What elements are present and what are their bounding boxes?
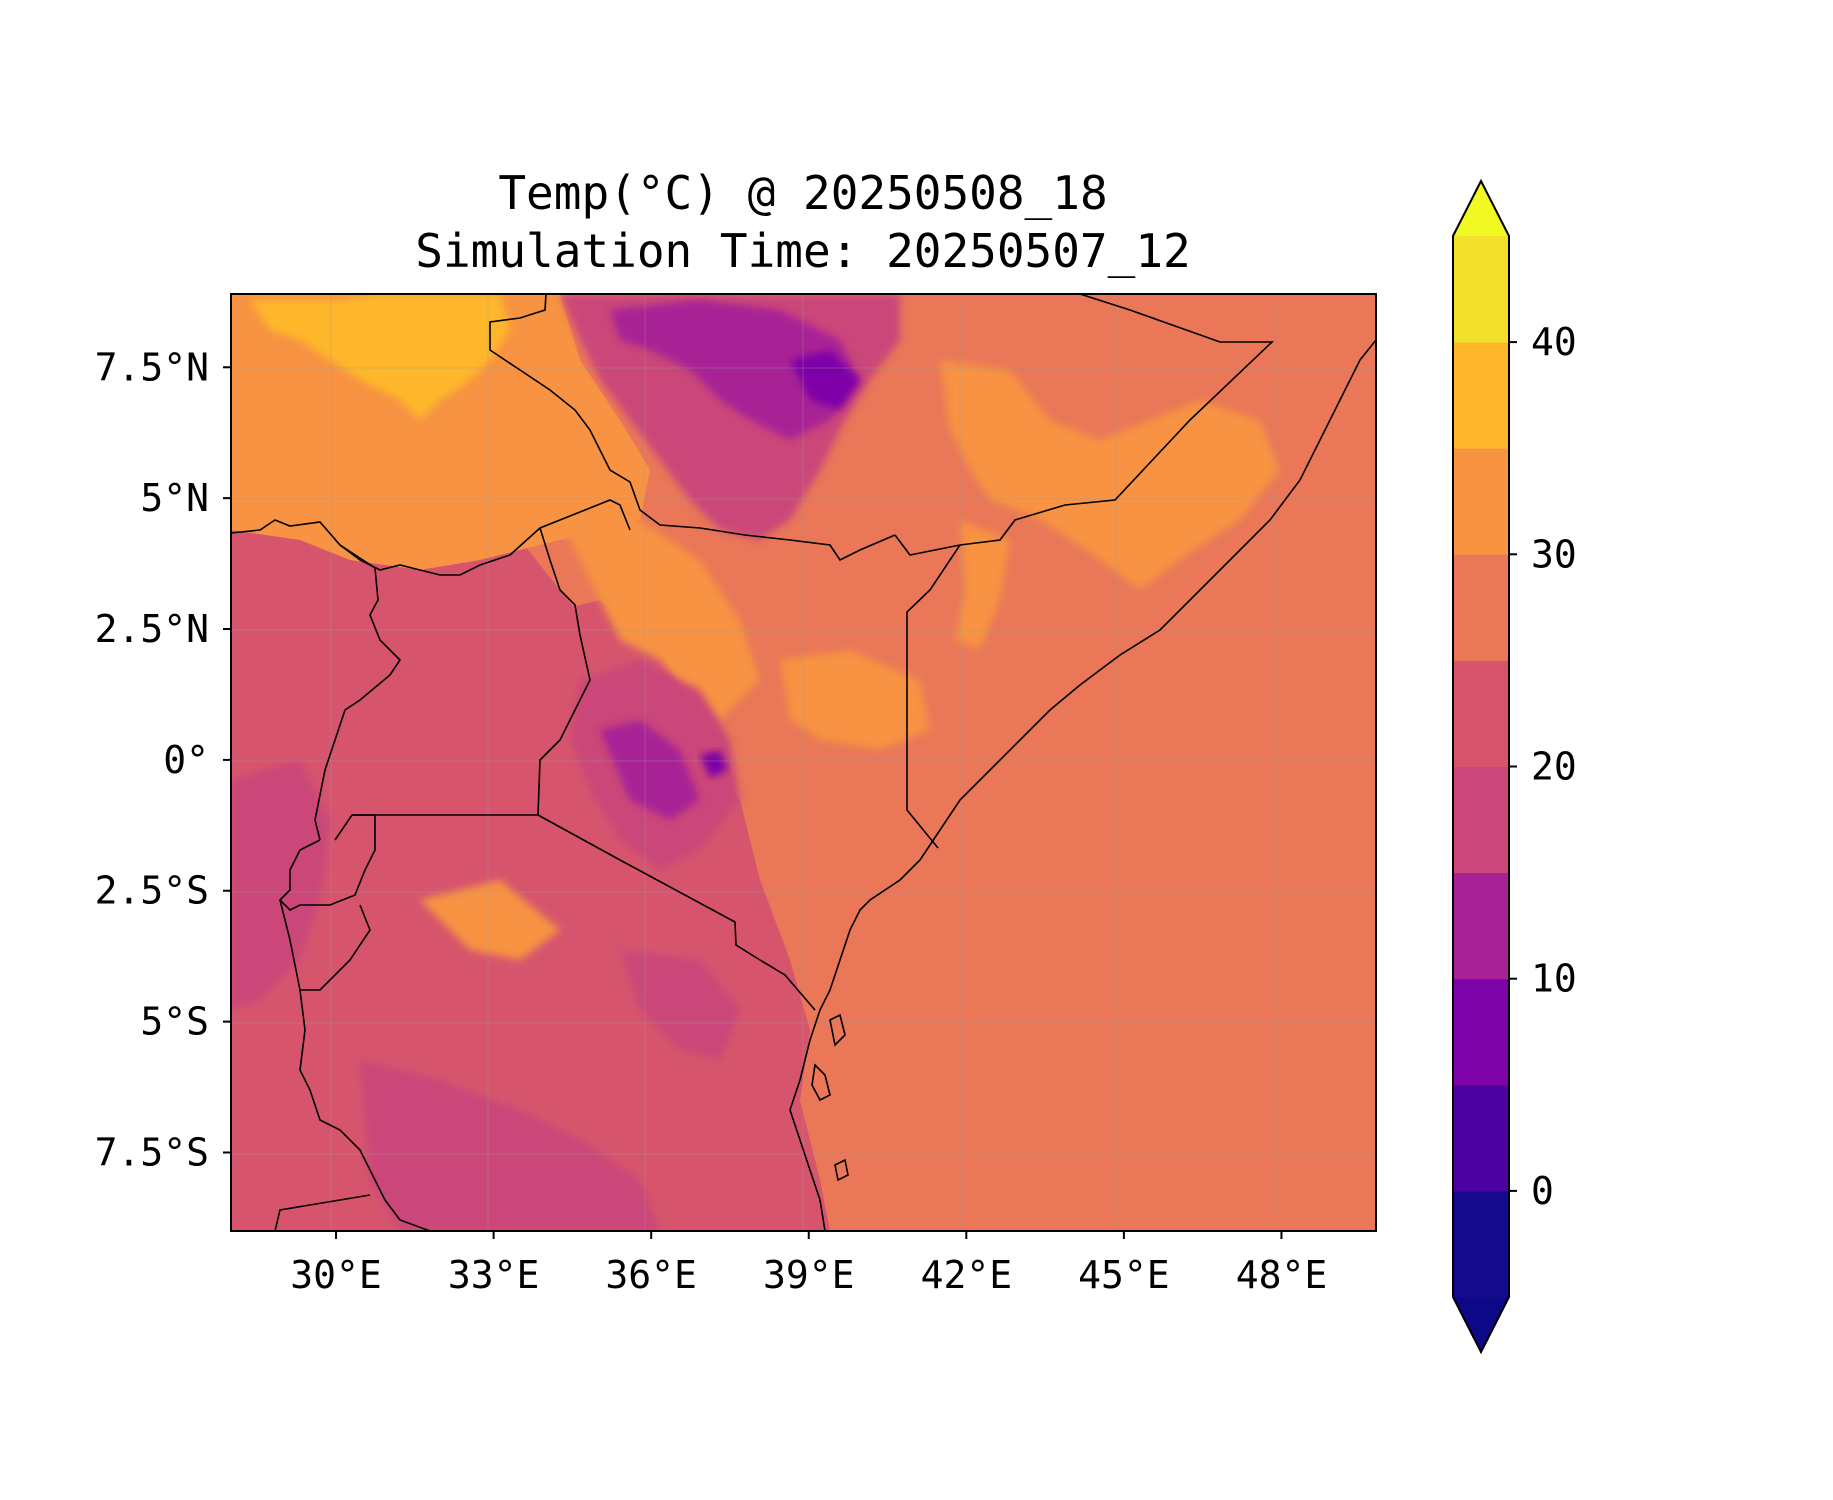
map-title-line2: Simulation Time: 20250507_12 — [415, 224, 1190, 278]
colorbar-segment — [1453, 872, 1509, 980]
map-title-line1: Temp(°C) @ 20250508_18 — [498, 166, 1107, 220]
graticule — [231, 294, 1376, 1231]
temperature-field — [231, 294, 1376, 1231]
y-tick-label: 0° — [163, 738, 209, 782]
x-tick-label: 36°E — [605, 1253, 697, 1297]
kenya-peak — [700, 750, 728, 778]
colorbar-segment — [1453, 1084, 1509, 1192]
colorbar-segment — [1453, 978, 1509, 1086]
warm-somalia-south — [955, 520, 1010, 650]
map-frame — [230, 293, 1377, 1232]
border-burundi-tz — [279, 899, 371, 991]
border-ethiopia-somalia — [894, 294, 1275, 556]
border-south-sudan-north — [489, 294, 896, 562]
warm-somalia — [940, 360, 1280, 590]
x-tick-label: 33°E — [448, 1253, 540, 1297]
x-tick-label: 48°E — [1236, 1253, 1328, 1297]
y-tick-label: 7.5°N — [95, 345, 209, 389]
country-borders — [231, 294, 1376, 1231]
western-rift-cool — [231, 760, 330, 1010]
border-congo-uganda — [314, 544, 402, 841]
colorbar-segment — [1453, 554, 1509, 661]
coastline — [789, 339, 1376, 1231]
kenya-highlands-core — [600, 720, 700, 820]
warm-kenya-east — [780, 650, 930, 750]
colorbar-segment — [1453, 236, 1509, 343]
x-tick-label: 39°E — [763, 1253, 855, 1297]
colorbar-tick-label: 0 — [1531, 1169, 1554, 1213]
border-lake-tanganyika — [299, 989, 431, 1231]
x-axis: 30°E 33°E 36°E 39°E 42°E 45°E 48°E — [290, 1231, 1327, 1297]
colorbar: 0 10 20 30 40 — [1452, 178, 1577, 1355]
border-uganda-kenya — [537, 527, 591, 816]
plateau-region — [231, 520, 830, 1231]
tanzania-cool-patches — [620, 950, 740, 1060]
colorbar-extend-over — [1453, 181, 1509, 236]
southern-highlands-cool — [360, 1060, 660, 1231]
colorbar-tick-label: 20 — [1531, 745, 1577, 789]
border-ss-uganda — [231, 499, 631, 576]
warm-north-kenya — [560, 520, 760, 720]
colorbar-outline — [1452, 178, 1510, 1355]
x-tick-label: 42°E — [921, 1253, 1013, 1297]
colorbar-extend-under — [1453, 1297, 1509, 1352]
y-tick-label: 7.5°S — [95, 1130, 209, 1174]
colorbar-segment — [1453, 660, 1509, 767]
y-tick-label: 2.5°N — [95, 607, 209, 651]
colorbar-tick-label: 10 — [1531, 957, 1577, 1001]
hot-sudan — [250, 294, 510, 420]
ethiopian-highlands-core — [610, 300, 860, 440]
border-zambia — [274, 1194, 371, 1231]
colorbar-segment — [1453, 342, 1509, 449]
colorbar-segment — [1453, 1190, 1509, 1298]
x-tick-label: 30°E — [290, 1253, 382, 1297]
ethiopian-highlands-peak — [790, 350, 860, 410]
border-rwanda-burundi — [278, 814, 376, 911]
colorbar-tick-label: 40 — [1531, 320, 1577, 364]
border-kenya-somalia — [906, 544, 961, 849]
colorbar-tick-label: 30 — [1531, 532, 1577, 576]
y-tick-label: 5°N — [140, 476, 209, 520]
y-tick-label: 5°S — [140, 1000, 209, 1044]
x-tick-label: 45°E — [1078, 1253, 1170, 1297]
y-axis: 7.5°N 5°N 2.5°N 0° 2.5°S 5°S 7.5°S — [95, 345, 231, 1174]
colorbar-segment — [1453, 448, 1509, 555]
y-tick-label: 2.5°S — [95, 869, 209, 913]
warm-tz-patches — [420, 880, 560, 960]
colorbar-segment — [1453, 766, 1509, 874]
border-kenya-tanzania — [537, 814, 816, 1011]
islands-zanzibar — [811, 1013, 849, 1182]
